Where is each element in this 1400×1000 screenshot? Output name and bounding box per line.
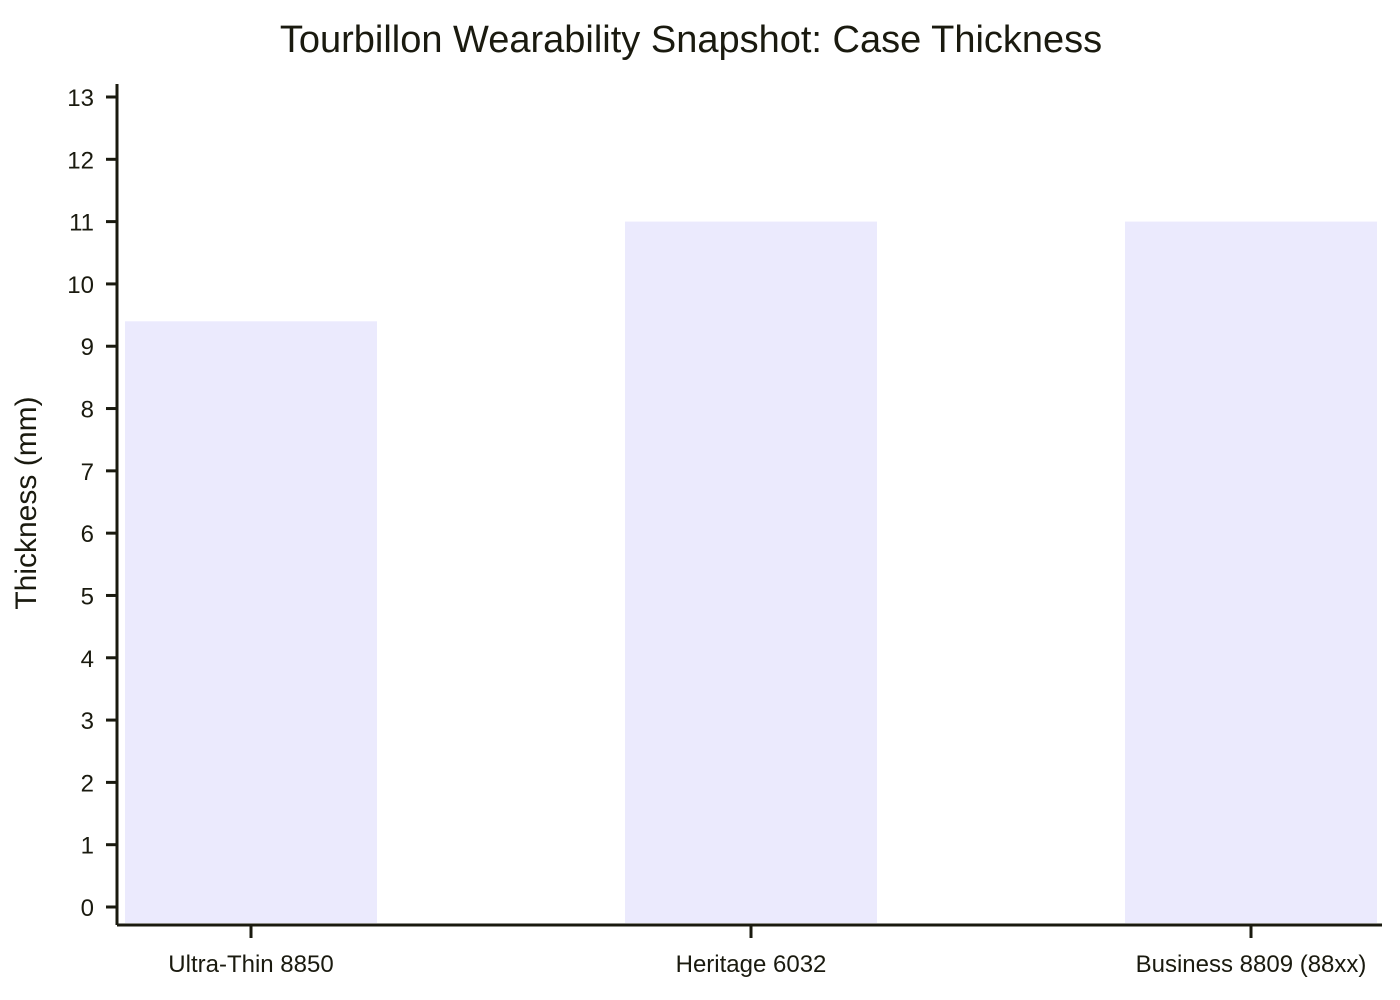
y-tick-label: 13 [67,85,94,112]
x-ticks-group: Ultra-Thin 8850 Heritage 6032 Business 880… [168,925,1366,978]
y-tick-label: 3 [81,708,94,735]
y-tick-label: 4 [81,646,94,673]
bar-2 [625,221,877,924]
x-tick-label: Ultra-Thin 8850 [168,951,333,978]
y-tick-label: 12 [67,147,94,174]
y-tick-label: 1 [81,833,94,860]
y-tick-label: 2 [81,770,94,797]
y-tick-label: 0 [81,895,94,922]
chart-title: Tourbillon Wearability Snapshot: Case Th… [280,19,1102,61]
y-tick-label: 6 [81,521,94,548]
y-tick-label: 11 [69,210,94,237]
bars-group [125,221,1377,924]
x-tick-label: Heritage 6032 [676,951,827,978]
y-tick-label: 5 [81,583,94,610]
x-tick-label: Business 8809 (88xx) [1136,951,1367,978]
bar-1 [125,321,377,923]
y-tick-label: 8 [81,397,94,424]
y-tick-label: 9 [81,334,94,361]
y-tick-label: 7 [81,459,94,486]
y-axis-label: Thickness (mm) [10,396,43,609]
bar-3 [1125,221,1377,924]
y-tick-label: 10 [67,272,94,299]
